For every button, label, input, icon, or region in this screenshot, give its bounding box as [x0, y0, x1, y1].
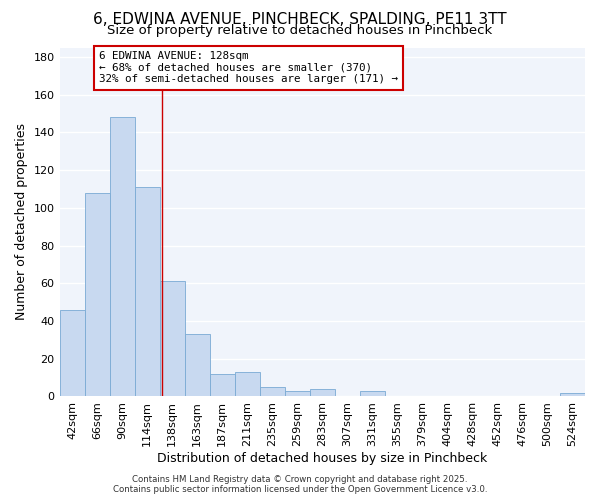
Bar	[209, 374, 235, 396]
Text: 6 EDWINA AVENUE: 128sqm
← 68% of detached houses are smaller (370)
32% of semi-d: 6 EDWINA AVENUE: 128sqm ← 68% of detache…	[99, 51, 398, 84]
Bar	[310, 389, 335, 396]
Text: Size of property relative to detached houses in Pinchbeck: Size of property relative to detached ho…	[107, 24, 493, 37]
Bar	[85, 192, 110, 396]
Bar	[260, 387, 285, 396]
Bar	[560, 392, 585, 396]
Bar	[59, 310, 85, 396]
Bar	[360, 391, 385, 396]
Bar	[235, 372, 260, 396]
Bar	[160, 282, 185, 397]
Y-axis label: Number of detached properties: Number of detached properties	[15, 124, 28, 320]
Text: 6, EDWINA AVENUE, PINCHBECK, SPALDING, PE11 3TT: 6, EDWINA AVENUE, PINCHBECK, SPALDING, P…	[93, 12, 507, 28]
X-axis label: Distribution of detached houses by size in Pinchbeck: Distribution of detached houses by size …	[157, 452, 487, 465]
Bar	[110, 118, 134, 396]
Text: Contains HM Land Registry data © Crown copyright and database right 2025.
Contai: Contains HM Land Registry data © Crown c…	[113, 474, 487, 494]
Bar	[134, 187, 160, 396]
Bar	[185, 334, 209, 396]
Bar	[285, 391, 310, 396]
